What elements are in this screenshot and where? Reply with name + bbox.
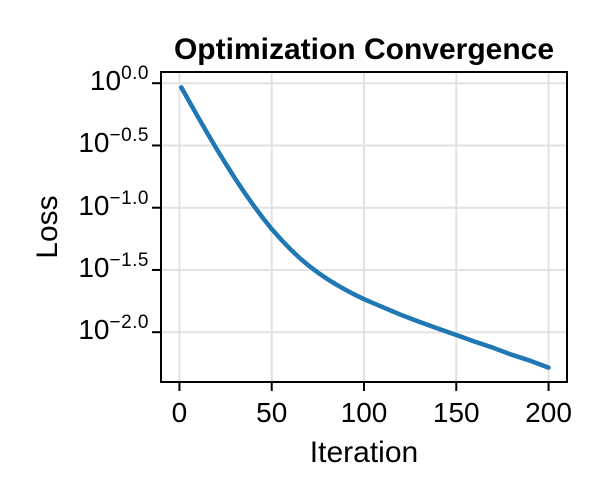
y-tick-label: 10−0.5	[78, 125, 149, 159]
loss-curve	[179, 85, 551, 370]
chart-title: Optimization Convergence	[173, 33, 555, 66]
y-tick-label: 100.0	[89, 63, 149, 97]
x-axis-label: Iteration	[309, 436, 419, 469]
y-tick-label: 10−1.5	[78, 249, 149, 283]
x-tick-label: 50	[256, 397, 288, 428]
y-tick-label: 10−2.0	[78, 312, 149, 346]
x-tick-label: 150	[432, 397, 480, 428]
x-tick-label: 0	[171, 397, 188, 428]
x-tick-label: 100	[340, 397, 388, 428]
x-tick-label: 200	[525, 397, 572, 428]
y-tick-label: 10−1.0	[78, 187, 149, 221]
